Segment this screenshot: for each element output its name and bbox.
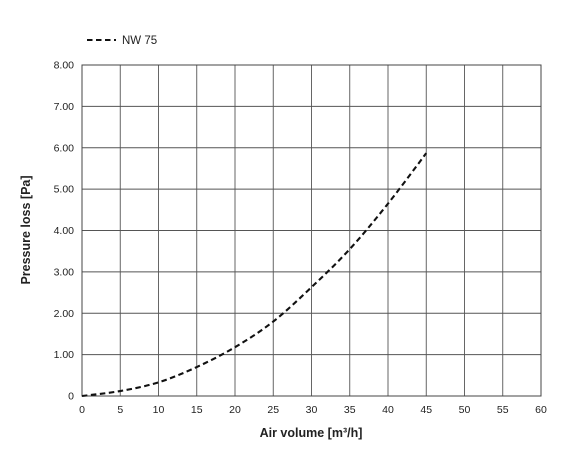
y-tick-label-5-00: 5.00	[54, 184, 75, 196]
x-tick-label-55: 55	[497, 404, 509, 416]
legend: NW 75	[87, 35, 157, 47]
y-tick-label-4-00: 4.00	[54, 225, 75, 237]
y-tick-label-7-00: 7.00	[54, 101, 75, 113]
y-tick-label-3-00: 3.00	[54, 266, 75, 278]
y-tick-label-2-00: 2.00	[54, 308, 75, 320]
plot-frame	[81, 64, 542, 397]
x-tick-label-10: 10	[153, 404, 165, 416]
y-tick-label-1-00: 1.00	[54, 349, 75, 361]
x-tick-label-0: 0	[79, 404, 85, 416]
x-tick-label-50: 50	[459, 404, 471, 416]
x-tick-label-40: 40	[382, 404, 394, 416]
y-tick-label-0: 0	[68, 391, 74, 403]
series-line-nw75	[81, 152, 428, 398]
legend-label-nw75: NW 75	[122, 35, 157, 47]
x-tick-label-5: 5	[117, 404, 123, 416]
x-tick-label-25: 25	[267, 404, 279, 416]
x-tick-labels: 0 5 10 15 20 25 30 35 40 45 50 55 60	[79, 404, 547, 416]
x-tick-label-60: 60	[535, 404, 547, 416]
x-tick-label-30: 30	[306, 404, 318, 416]
x-tick-label-15: 15	[191, 404, 203, 416]
grid	[81, 64, 542, 397]
y-tick-label-8-00: 8.00	[54, 60, 75, 72]
x-axis-title: Air volume [m³/h]	[260, 426, 363, 440]
x-tick-label-35: 35	[344, 404, 356, 416]
y-tick-label-6-00: 6.00	[54, 142, 75, 154]
x-tick-label-45: 45	[420, 404, 432, 416]
x-tick-label-20: 20	[229, 404, 241, 416]
y-tick-labels: 0 1.00 2.00 3.00 4.00 5.00 6.00 7.00 8.00	[54, 60, 75, 403]
y-axis-title: Pressure loss [Pa]	[19, 175, 33, 284]
